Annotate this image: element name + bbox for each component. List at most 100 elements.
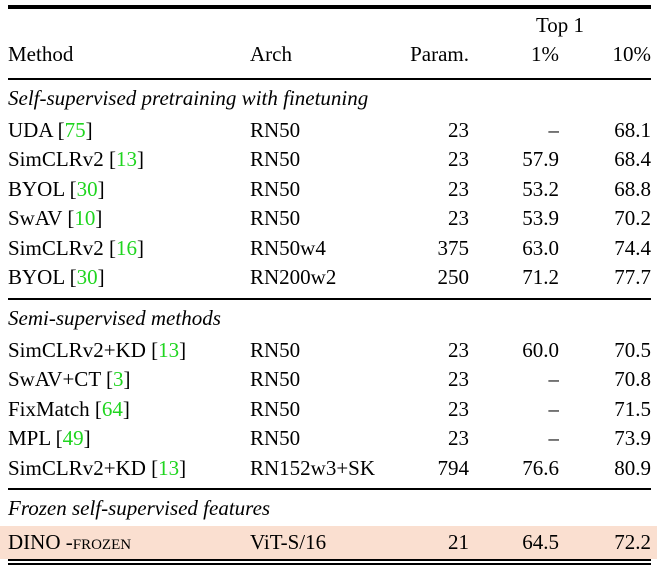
group-header-row: Top 1 [0, 11, 657, 40]
top1-10pct-cell: 68.4 [614, 147, 651, 172]
method-name: DINO [8, 530, 61, 554]
method-cell: SwAV [10] [8, 206, 103, 231]
param-cell: 23 [448, 117, 469, 142]
arch-cell: ViT-S/16 [250, 530, 327, 554]
citation-number: 64 [101, 396, 123, 421]
top1-10pct-cell: 74.4 [614, 235, 651, 260]
top1-10pct-cell: 77.7 [614, 265, 651, 290]
method-name: SwAV+CT [8, 367, 101, 392]
method-name: FixMatch [8, 396, 90, 421]
param-cell: 23 [448, 367, 469, 392]
top1-1pct-cell: 57.9 [522, 147, 559, 172]
top1-group-header: Top 1 [535, 12, 585, 37]
section-rows-table: SimCLRv2+KD [13] RN50 23 60.0 70.5 SwAV+CT [3… [0, 336, 657, 484]
method-cell: BYOL [30] [8, 265, 105, 290]
table-section: Semi-supervised methods SimCLRv2+KD [13] R… [0, 300, 657, 484]
citation-number: 75 [64, 117, 86, 142]
table-row: SwAV [10] RN50 23 53.9 70.2 [0, 204, 657, 234]
top1-1pct-cell: – [548, 396, 560, 421]
method-cell: SimCLRv2+KD [13] [8, 337, 187, 362]
method-name: MPL [8, 426, 51, 451]
method-name: BYOL [8, 265, 65, 290]
arch-cell: RN50 [250, 367, 301, 392]
arch-cell: RN200w2 [250, 265, 337, 290]
col-header-method: Method [8, 41, 74, 66]
arch-cell: RN50 [250, 147, 301, 172]
section-rows-table: DINO -frozen ViT-S/16 21 64.5 72.2 [0, 526, 657, 559]
method-cell: SimCLRv2 [13] [8, 147, 144, 172]
method-name: SimCLRv2+KD [8, 337, 146, 362]
method-name: BYOL [8, 176, 65, 201]
col-header-10pct: 10% [612, 41, 652, 66]
table-row: MPL [49] RN50 23 – 73.9 [0, 424, 657, 454]
header-rule [8, 77, 651, 80]
highlight-row: DINO -frozen ViT-S/16 21 64.5 72.2 [0, 526, 657, 559]
table-row: SwAV+CT [3] RN50 23 – 70.8 [0, 365, 657, 395]
arch-cell: RN50 [250, 176, 301, 201]
top1-1pct-cell: – [548, 367, 560, 392]
col-header-param: Param. [410, 41, 469, 66]
table-row: SimCLRv2 [13] RN50 23 57.9 68.4 [0, 145, 657, 175]
top1-1pct-cell: 60.0 [522, 337, 559, 362]
citation-number: 30 [76, 265, 98, 290]
param-cell: 23 [448, 396, 469, 421]
citation-number: 30 [76, 176, 98, 201]
arch-cell: RN50 [250, 337, 301, 362]
section-title: Frozen self-supervised features [8, 496, 271, 520]
section-title: Semi-supervised methods [8, 305, 221, 330]
table-section: Self-supervised pretraining with finetun… [0, 80, 657, 293]
section-rule [8, 297, 651, 300]
table-section: Frozen self-supervised features DINO -fro… [0, 490, 657, 559]
method-name: SimCLRv2 [8, 147, 104, 172]
citation-number: 16 [115, 235, 137, 260]
top1-10pct-cell: 70.2 [614, 206, 651, 231]
param-cell: 23 [448, 206, 469, 231]
top1-10pct-cell: 80.9 [614, 455, 651, 480]
citation-number: 13 [158, 455, 180, 480]
top1-10pct-cell: 70.5 [614, 337, 651, 362]
arch-cell: RN50w4 [250, 235, 326, 260]
citation-number: 13 [115, 147, 137, 172]
method-cell: FixMatch [64] [8, 396, 130, 421]
method-name: SwAV [8, 206, 63, 231]
section-rule [8, 488, 651, 490]
method-name: SimCLRv2 [8, 235, 104, 260]
param-cell: 21 [448, 530, 469, 554]
param-cell: 375 [437, 235, 470, 260]
method-cell: SwAV+CT [3] [8, 367, 131, 392]
table-row: BYOL [30] RN50 23 53.2 68.8 [0, 175, 657, 205]
table-top-rule [8, 5, 651, 9]
top1-1pct-cell: 63.0 [522, 235, 559, 260]
method-cell: SimCLRv2+KD [13] [8, 455, 187, 480]
method-cell: DINO -frozen [0, 526, 250, 559]
column-header-row: Method Arch Param. 1% 10% [0, 40, 657, 69]
arch-cell: RN50 [250, 206, 301, 231]
table-header: Top 1 Method Arch Param. 1% 10% [0, 11, 657, 69]
top1-1pct-cell: – [548, 426, 560, 451]
param-cell: 23 [448, 426, 469, 451]
col-header-arch: Arch [250, 41, 292, 66]
method-cell: UDA [75] [8, 117, 93, 142]
top1-1pct-cell: 64.5 [522, 530, 559, 554]
method-cell: MPL [49] [8, 426, 91, 451]
arch-cell: RN152w3+SK [250, 455, 376, 480]
arch-cell: RN50 [250, 396, 301, 421]
top1-10pct-cell: 72.2 [614, 530, 651, 554]
method-name: SimCLRv2+KD [8, 455, 146, 480]
citation-number: 3 [113, 367, 124, 392]
param-cell: 250 [437, 265, 470, 290]
param-cell: 23 [448, 176, 469, 201]
method-name: UDA [8, 117, 53, 142]
top1-10pct-cell: 70.8 [614, 367, 651, 392]
table-body-sections: Self-supervised pretraining with finetun… [0, 80, 657, 559]
top1-1pct-cell: – [548, 117, 560, 142]
table-row: UDA [75] RN50 23 – 68.1 [0, 116, 657, 146]
section-title: Self-supervised pretraining with finetun… [8, 85, 369, 110]
table-row: SimCLRv2+KD [13] RN50 23 60.0 70.5 [0, 336, 657, 366]
table-row: FixMatch [64] RN50 23 – 71.5 [0, 395, 657, 425]
arch-cell: RN50 [250, 426, 301, 451]
param-cell: 23 [448, 147, 469, 172]
param-cell: 794 [437, 455, 470, 480]
top1-10pct-cell: 68.1 [614, 117, 651, 142]
